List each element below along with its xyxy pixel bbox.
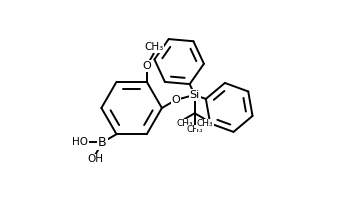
Text: CH₃: CH₃ [186, 125, 203, 134]
Text: Si: Si [189, 90, 200, 100]
Text: CH₃: CH₃ [144, 42, 164, 52]
Text: HO: HO [73, 137, 88, 147]
Text: O: O [172, 95, 180, 105]
Text: B: B [98, 136, 107, 149]
Text: CH₃: CH₃ [176, 119, 193, 128]
Text: CH₃: CH₃ [197, 119, 213, 128]
Text: O: O [142, 61, 151, 71]
Text: OH: OH [87, 154, 103, 164]
